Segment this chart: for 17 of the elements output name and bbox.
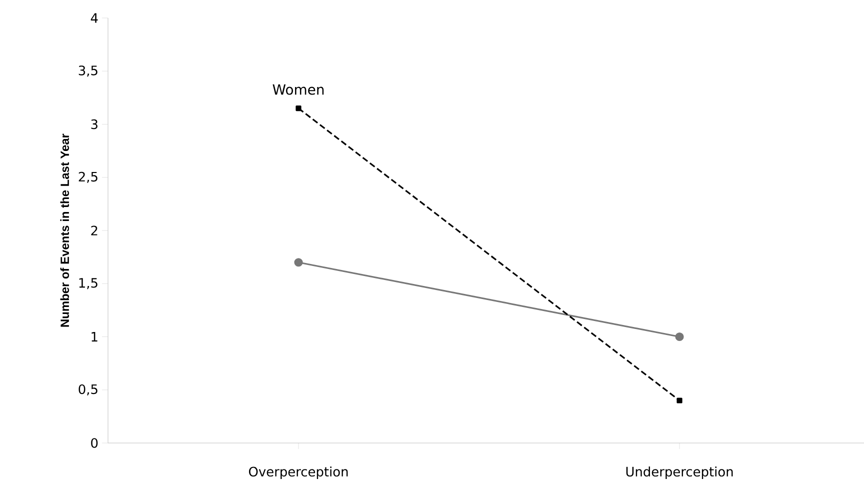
y-tick-label: 0: [91, 438, 98, 448]
y-tick-label: 2,5: [78, 172, 98, 183]
point: [296, 106, 302, 112]
y-tick-label: 2: [91, 226, 98, 236]
y-tick-label: 1,5: [79, 278, 98, 290]
x-tick-label: Underperception: [626, 466, 733, 480]
y-tick-label: 1: [92, 332, 98, 342]
y-tick-label: 3,5: [78, 66, 98, 77]
series-label: Women: [272, 84, 324, 95]
point: [294, 258, 303, 267]
x-tick-label: Overperception: [248, 466, 348, 480]
y-tick-label: 0,5: [78, 384, 98, 396]
point: [675, 332, 684, 342]
y-tick-label: 4: [90, 13, 98, 23]
y-tick-label: 3: [91, 119, 98, 130]
y-axis-title: Number of Events in the Last Year: [60, 134, 70, 327]
point: [676, 398, 682, 404]
